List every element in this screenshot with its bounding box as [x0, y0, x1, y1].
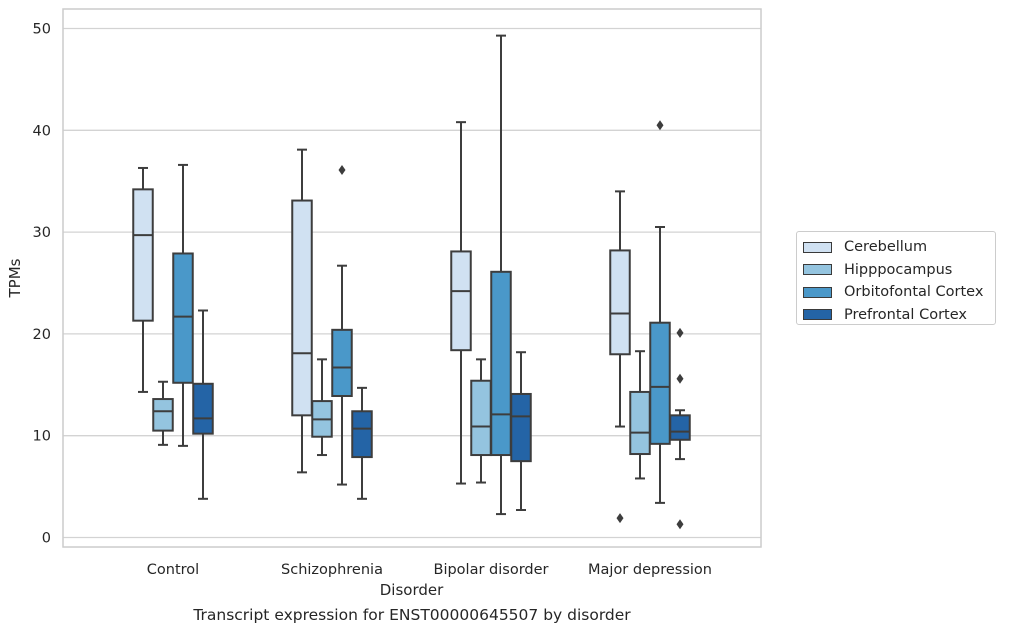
y-tick-label: 50 [33, 22, 51, 38]
iqr-box [490, 270, 512, 457]
outlier-point [676, 373, 684, 384]
legend-swatch [803, 264, 832, 276]
box-hipppocampus [311, 358, 333, 457]
box-cerebellum [291, 148, 313, 474]
x-tick-label: Major depression [588, 562, 712, 578]
y-tick-label: 40 [33, 123, 51, 139]
iqr-box [132, 188, 154, 322]
boxes [132, 34, 691, 530]
iqr-box [450, 250, 472, 352]
box-prefrontal-cortex [351, 386, 373, 500]
iqr-box [331, 328, 353, 397]
box-prefrontal-cortex [669, 327, 691, 530]
iqr-box [152, 398, 174, 432]
iqr-box [609, 249, 631, 356]
iqr-box [470, 379, 492, 457]
box-hipppocampus [629, 350, 651, 480]
y-tick-label: 10 [33, 429, 51, 445]
iqr-box [510, 392, 532, 463]
outlier-point [676, 327, 684, 338]
box-orbitofontal-cortex [490, 34, 512, 516]
box-prefrontal-cortex [192, 309, 214, 500]
box-orbitofontal-cortex [331, 165, 353, 486]
legend-item: Prefrontal Cortex [797, 304, 995, 327]
iqr-box [669, 414, 691, 441]
x-tick-label: Schizophrenia [281, 562, 383, 578]
iqr-box [192, 382, 214, 435]
box-plot-chart: 0 10 20 30 40 50 Control Schizophrenia Bipolar d… [6, 8, 762, 599]
legend-item: Hipppocampus [797, 259, 995, 282]
y-axis-label: TPMs [6, 258, 24, 298]
box-hipppocampus [470, 358, 492, 484]
legend-label: Hipppocampus [844, 261, 953, 278]
legend-item: Orbitofontal Cortex [797, 281, 995, 304]
x-tick-label: Bipolar disorder [434, 562, 549, 578]
legend-label: Cerebellum [844, 239, 928, 256]
box-prefrontal-cortex [510, 351, 532, 512]
box-orbitofontal-cortex [649, 120, 671, 504]
legend-swatch [803, 309, 832, 321]
outlier-point [338, 165, 346, 176]
plot-area-frame [62, 8, 762, 548]
figure-caption: Transcript expression for ENST0000064550… [193, 606, 631, 624]
legend-swatch [803, 286, 832, 298]
iqr-box [649, 321, 671, 445]
legend-swatch [803, 241, 832, 253]
box-hipppocampus [152, 380, 174, 446]
outlier-point [616, 513, 624, 524]
legend-label: Orbitofontal Cortex [844, 284, 984, 301]
iqr-box [629, 390, 651, 456]
y-tick-label: 20 [33, 327, 51, 343]
tick-labels: 0 10 20 30 40 50 Control Schizophrenia Bipolar d… [33, 22, 712, 579]
box-cerebellum [450, 121, 472, 485]
outlier-point [656, 120, 664, 131]
gridlines [63, 27, 761, 539]
x-tick-label: Control [147, 562, 199, 578]
iqr-box [351, 410, 373, 459]
y-tick-label: 0 [42, 531, 51, 547]
box-cerebellum [132, 166, 154, 393]
outlier-point [676, 519, 684, 530]
x-axis-label: Disorder [380, 581, 444, 599]
box-cerebellum [609, 190, 631, 524]
box-orbitofontal-cortex [172, 163, 194, 447]
iqr-box [291, 199, 313, 417]
iqr-box [172, 252, 194, 384]
legend-label: Prefrontal Cortex [844, 306, 967, 323]
legend: Cerebellum Hipppocampus Orbitofontal Corte… [796, 231, 996, 325]
legend-item: Cerebellum [797, 236, 995, 259]
y-tick-label: 30 [33, 225, 51, 241]
